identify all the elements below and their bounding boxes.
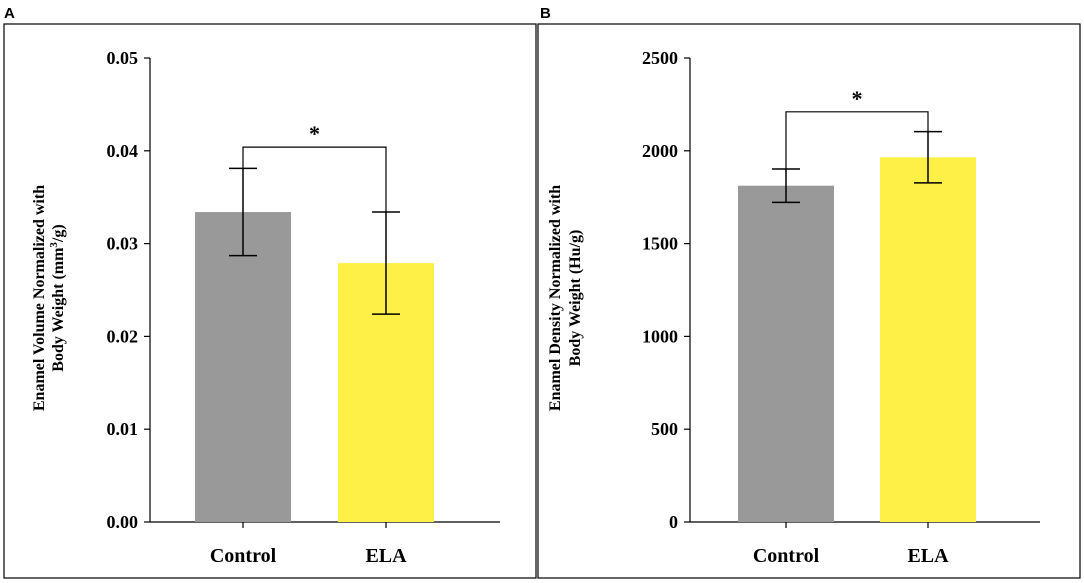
panel-b-y-tick-label: 1000 (642, 326, 678, 346)
panel-a-y-tick-label: 0.00 (107, 512, 139, 532)
panel-a-ylabel-line2: Body Weight (mm3/g) (48, 224, 67, 371)
panel-a-ylabel-line1: Enamel Volume Normalized with (31, 185, 48, 411)
panel-b-frame (537, 23, 1081, 579)
panel-a-x-tick-label-control: Control (210, 545, 277, 567)
panel-a-ylabel-sup: 3 (48, 242, 60, 248)
panel-b-bar-ela (880, 157, 976, 522)
panel-a-y-tick-label: 0.05 (107, 48, 139, 68)
panel-b-bar-control (738, 185, 834, 522)
panel-a-x-tick-label-ela: ELA (365, 545, 407, 567)
panel-b-y-tick-label: 0 (669, 512, 678, 532)
panel-b-ylabel-line1: Enamel Density Normalized with (547, 185, 564, 411)
panel-b-y-tick-label: 1500 (642, 234, 678, 254)
panel-a-frame (3, 23, 537, 579)
panel-a-significance-bracket (242, 146, 387, 213)
panel-b: B 0 500 1000 1500 2000 2500 Control ELA * Enamel… (537, 5, 1081, 579)
panel-b-y-tick-label: 2000 (642, 141, 678, 161)
panel-b-x-tick-label-ela: ELA (907, 545, 949, 567)
panel-b-significance-bracket (785, 111, 929, 169)
panel-a-bar-control (195, 212, 291, 522)
panel-a: A 0.00 0.01 0.02 0.03 0.04 0.05 Control ELA * En… (3, 5, 537, 579)
panel-b-ylabel-line2: Body Weight (Hu/g) (567, 230, 584, 367)
panel-b-ylabel-prefix: Body Weight (Hu/g) (567, 230, 584, 367)
panel-b-significance-label: * (852, 86, 863, 111)
panel-b-y-tick-label: 500 (651, 419, 678, 439)
panel-a-letter: A (4, 5, 15, 22)
panel-b-y-tick-label: 2500 (642, 48, 678, 68)
panel-a-significance-label: * (309, 121, 320, 146)
panel-a-y-tick-label: 0.02 (107, 326, 139, 346)
panel-a-ylabel-suffix: /g) (50, 224, 67, 243)
panel-b-x-tick-label-control: Control (753, 545, 820, 567)
panel-b-letter: B (540, 5, 551, 22)
panel-a-y-tick-label: 0.01 (107, 419, 139, 439)
panel-a-ylabel-prefix: Body Weight (mm (50, 247, 67, 372)
panel-a-y-tick-label: 0.03 (107, 234, 139, 254)
panel-a-plot: 0.00 0.01 0.02 0.03 0.04 0.05 Control ELA * (107, 48, 500, 567)
panel-a-y-tick-label: 0.04 (107, 141, 139, 161)
panel-b-plot: 0 500 1000 1500 2000 2500 Control ELA * (642, 48, 1040, 567)
